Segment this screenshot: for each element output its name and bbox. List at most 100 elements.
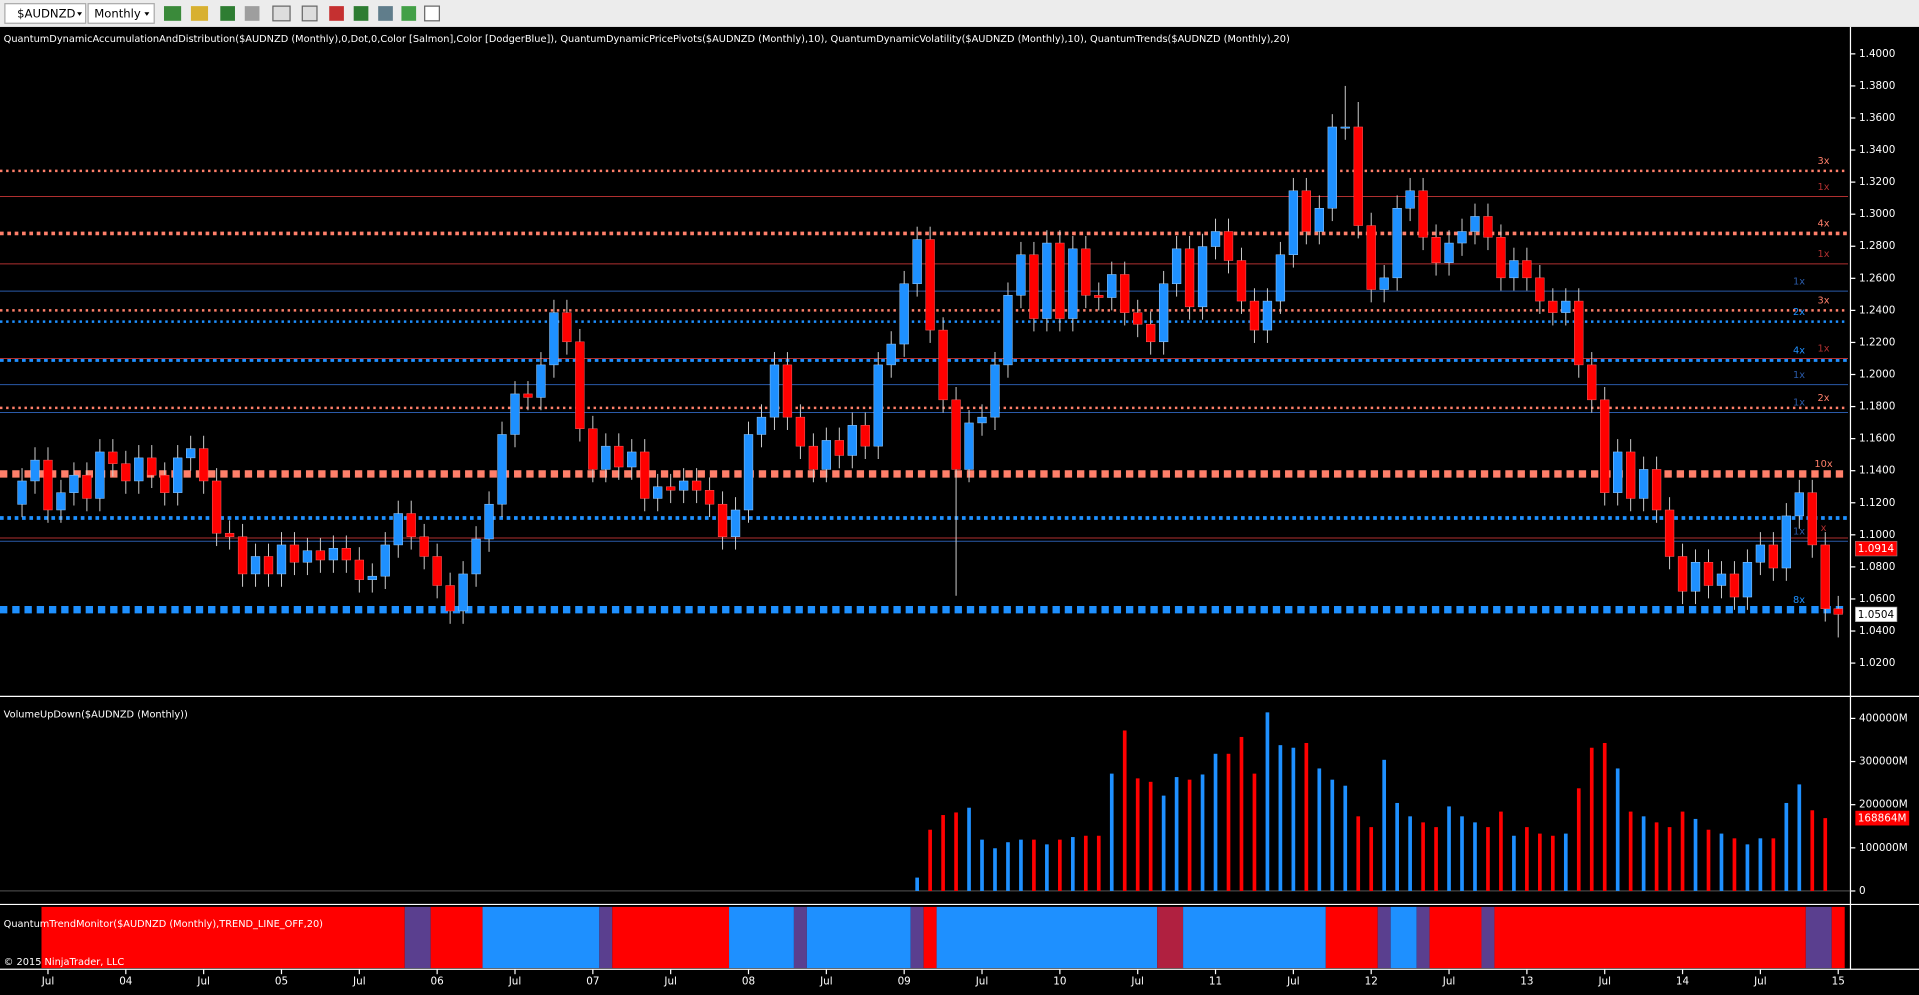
candle-body	[899, 283, 909, 345]
candle-body	[1327, 126, 1337, 209]
candle-body	[1729, 573, 1740, 598]
volume-bar	[1499, 811, 1503, 891]
trend-run	[1481, 906, 1495, 969]
candle-body	[1120, 274, 1130, 313]
candle-body	[1029, 254, 1039, 319]
trend-run	[1416, 906, 1430, 969]
y-tick-label: 1.4000	[1859, 48, 1895, 60]
y-tick-label: 1.2000	[1859, 369, 1895, 381]
candle-body	[1210, 231, 1221, 247]
volume-bar	[1019, 839, 1023, 891]
candle-body	[964, 422, 974, 470]
level-label: 4x	[1818, 219, 1830, 230]
candle-body	[1690, 562, 1701, 592]
candle-body	[1626, 451, 1636, 499]
price-marker-label: 1.0504	[1858, 609, 1895, 621]
level-label: 1x	[1793, 398, 1805, 409]
volume-bar	[1732, 838, 1737, 891]
price-marker-label: 1.0914	[1858, 543, 1895, 555]
candle-body	[43, 459, 53, 511]
level-label: x	[1821, 523, 1827, 534]
candle-body	[1509, 260, 1519, 279]
x-tick-label: Jul	[41, 976, 55, 988]
interval[interactable]: Monthly	[94, 7, 141, 21]
toolbar-bg	[0, 0, 1919, 27]
volume-bar	[1447, 806, 1451, 891]
volume-bar	[1070, 837, 1075, 891]
volume-bar	[1187, 779, 1192, 891]
y-tick-label: 1.0200	[1859, 657, 1895, 669]
candle-body	[549, 312, 559, 366]
candle-body	[95, 451, 105, 499]
candle-body	[1716, 573, 1727, 586]
icon-indicators[interactable]	[353, 6, 369, 21]
level-label: 2x	[1793, 307, 1805, 318]
icon-snapshot[interactable]	[424, 5, 440, 22]
candle-body	[743, 434, 754, 511]
volume-bar	[1174, 777, 1179, 891]
candle-body	[1613, 451, 1623, 493]
candle-body	[1651, 469, 1662, 511]
y-tick-label: 1.1200	[1859, 497, 1895, 509]
icon-props[interactable]	[329, 6, 344, 21]
y-tick-label: 1.0600	[1859, 593, 1895, 605]
candle-body	[1158, 283, 1169, 343]
icon-dollar[interactable]	[401, 6, 417, 21]
trend-run	[1390, 906, 1417, 969]
volume-bar	[1408, 816, 1412, 891]
candle-body	[1833, 608, 1843, 615]
level-label: 4x	[1793, 345, 1805, 356]
volume-bar	[1252, 773, 1257, 891]
volume-bar	[1719, 833, 1724, 891]
candle-body	[1262, 300, 1273, 331]
candle-body	[1184, 248, 1195, 308]
volume-bar	[1628, 811, 1633, 891]
volume-bar	[1538, 833, 1542, 891]
volume-bar	[980, 839, 984, 891]
candle-body	[1574, 300, 1584, 366]
candle-body	[951, 399, 961, 470]
volume-bar	[915, 877, 919, 891]
volume-tick-label: 400000M	[1859, 712, 1908, 724]
volume-bar	[1771, 838, 1776, 891]
candle-body	[1794, 492, 1804, 517]
interval-box[interactable]	[87, 3, 155, 24]
volume-bar	[1615, 768, 1620, 891]
volume-bar	[1589, 747, 1594, 891]
y-tick-label: 1.3000	[1859, 208, 1895, 220]
volume-bar	[1291, 747, 1296, 891]
candle-body	[1042, 242, 1052, 319]
candle-body	[873, 364, 883, 447]
icon-bars[interactable]	[163, 6, 182, 21]
icon-zoom[interactable]	[301, 5, 318, 22]
volume-bar	[1680, 811, 1685, 891]
icon-strategy[interactable]	[378, 6, 393, 21]
candle-body	[393, 513, 403, 546]
y-tick-label: 1.2600	[1859, 272, 1895, 284]
trend-run	[482, 906, 600, 969]
x-tick-label: Jul	[1286, 976, 1300, 988]
candle-body	[510, 393, 520, 435]
y-tick-label: 1.3200	[1859, 176, 1895, 188]
volume-bar	[1758, 838, 1763, 891]
icon-draw[interactable]	[190, 6, 209, 21]
candle-body	[925, 239, 935, 331]
candle-body	[678, 480, 689, 491]
x-tick-label: 14	[1676, 976, 1690, 988]
trend-run	[404, 906, 431, 969]
x-tick-label: Jul	[1597, 976, 1611, 988]
icon-tool[interactable]	[244, 6, 260, 21]
candle-body	[588, 428, 598, 470]
candle-body	[1249, 300, 1260, 331]
icon-pin[interactable]	[220, 6, 235, 21]
level-label: 2x	[1818, 393, 1830, 404]
volume-bar	[1460, 816, 1464, 891]
x-tick-label: 15	[1832, 976, 1845, 988]
level-label: 3x	[1818, 296, 1830, 307]
y-tick-label: 1.2200	[1859, 336, 1895, 348]
icon-cursor[interactable]	[272, 5, 291, 22]
symbol-box[interactable]	[4, 3, 87, 24]
level-label: 1x	[1793, 276, 1805, 287]
symbol[interactable]: $AUDNZD	[17, 7, 75, 21]
candle-body	[990, 364, 1000, 418]
